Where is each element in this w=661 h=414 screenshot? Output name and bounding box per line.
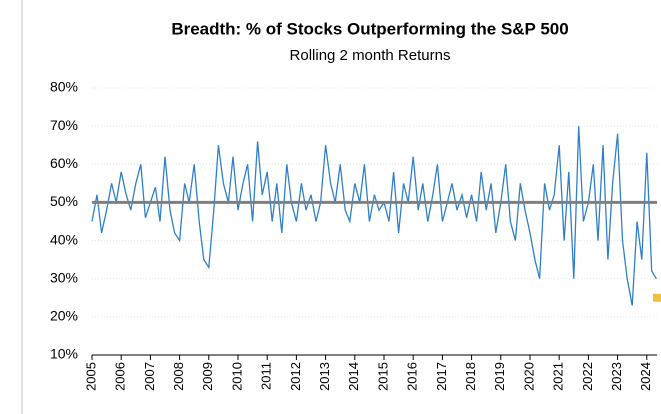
x-tick-label: 2023 [609,362,624,391]
x-tick-label: 2012 [288,362,303,391]
x-tick-label: 2020 [521,362,536,391]
data-line [91,126,657,306]
x-tick-label: 2006 [113,362,128,391]
x-tick-label: 2015 [375,362,390,391]
x-tick-label: 2022 [580,362,595,391]
x-tick-label: 2011 [259,362,274,390]
y-tick-label: 30% [50,269,78,285]
x-tick-label: 2021 [551,362,566,391]
y-tick-label: 80% [50,79,78,95]
latest-marker [653,293,661,302]
x-tick-label: 2024 [638,362,653,391]
y-tick-label: 40% [50,231,78,247]
x-tick-label: 2007 [142,362,157,391]
y-tick-label: 20% [50,308,78,324]
y-tick-label: 60% [50,155,78,171]
y-tick-label: 10% [50,346,78,362]
x-tick-label: 2010 [229,362,244,391]
x-tick-label: 2005 [83,362,98,391]
y-tick-label: 70% [50,117,78,133]
x-tick-label: 2014 [346,362,361,391]
x-tick-label: 2013 [317,362,332,391]
x-tick-label: 2017 [434,362,449,391]
x-tick-label: 2016 [405,362,420,391]
x-tick-label: 2008 [171,362,186,391]
y-tick-label: 50% [50,193,78,209]
x-tick-label: 2019 [492,362,507,391]
x-tick-label: 2009 [200,362,215,391]
x-tick-label: 2018 [463,362,478,391]
chart-subtitle: Rolling 2 month Returns [290,47,451,64]
chart-title: Breadth: % of Stocks Outperforming the S… [171,19,568,38]
